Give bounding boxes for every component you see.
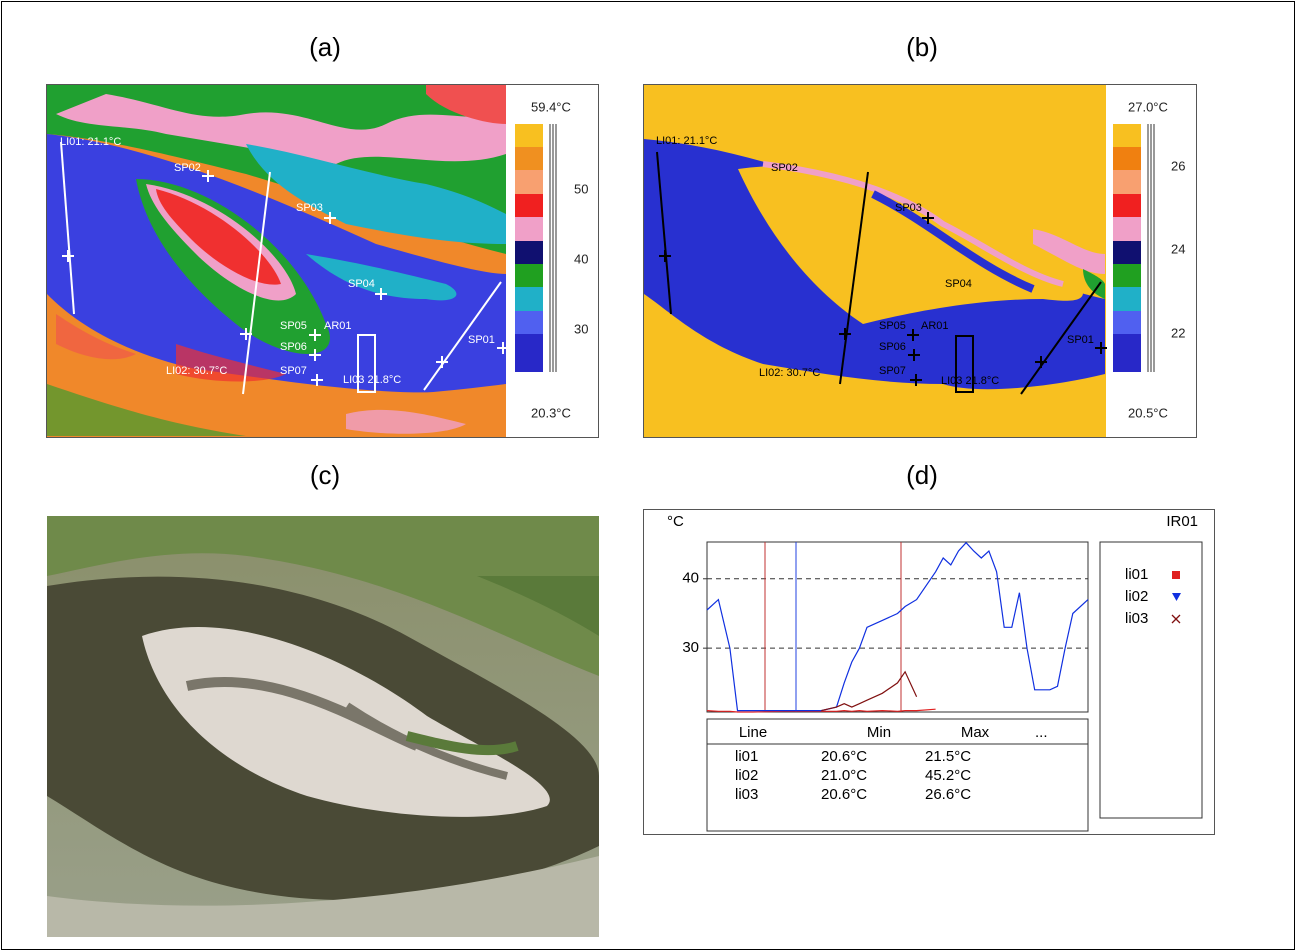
spot-label: SP07 [280,365,307,377]
colorbar-max: 59.4°C [531,99,571,114]
spot-label: SP06 [280,341,307,353]
colorbar-min: 20.5°C [1128,405,1168,420]
panel-label: (a) [275,32,375,63]
legend-label: li03 [1125,610,1148,627]
y-tick-label: 30 [682,639,699,656]
table-cell: li02 [735,767,758,784]
table-cell: li03 [735,786,758,803]
spot-label: SP02 [174,162,201,174]
table-cell: 26.6°C [925,786,971,803]
spot-label: SP01 [1067,334,1094,346]
chart-title: IR01 [1166,513,1198,530]
line-label: LI03 21.8°C [343,374,401,386]
table-cell: 21.5°C [925,748,971,765]
legend-label: li02 [1125,588,1148,605]
legend-label: li01 [1125,566,1148,583]
colorbar-tick: 30 [574,321,588,336]
thermal-panel-b: LI01: 21.1°C SP02 SP03 SP04 SP05 AR01 SP… [643,84,1197,438]
colorbar-tick: 24 [1171,241,1185,256]
colorbar-tick: 50 [574,181,588,196]
area-label: AR01 [324,320,352,332]
table-header: Max [961,724,990,741]
table-cell: 21.0°C [821,767,867,784]
colorbar [1113,124,1154,372]
table-cell: li01 [735,748,758,765]
spot-label: SP02 [771,162,798,174]
colorbar-tick: 40 [574,251,588,266]
spot-label: SP05 [280,320,307,332]
table-header: Min [867,724,891,741]
panel-label: (d) [872,460,972,491]
area-label: AR01 [921,320,949,332]
line-label: LI02: 30.7°C [166,365,227,377]
spot-label: SP04 [945,278,972,290]
spot-label: SP03 [895,202,922,214]
line-label: LI01: 21.1°C [60,136,121,148]
y-tick-label: 40 [682,570,699,587]
panel-label: (b) [872,32,972,63]
table-cell: 45.2°C [925,767,971,784]
colorbar-tick: 26 [1171,158,1185,173]
colorbar-min: 20.3°C [531,405,571,420]
spot-label: SP05 [879,320,906,332]
colorbar-tick: 22 [1171,325,1185,340]
panel-label: (c) [275,460,375,491]
spot-label: SP01 [468,334,495,346]
photo-panel-c [47,516,599,937]
colorbar [515,124,556,372]
table-header: Line [739,724,767,741]
table-cell: 20.6°C [821,748,867,765]
line-label: LI02: 30.7°C [759,367,820,379]
legend-symbol [1172,571,1180,579]
table-cell: 20.6°C [821,786,867,803]
profile-panel-d: °C IR01 30 40 li01 li02 li03 Line Min Max... li0… [643,509,1215,835]
thermal-panel-a: LI01: 21.1°C SP02 SP03 SP04 SP05 AR01 SP… [46,84,599,438]
spot-label: SP03 [296,202,323,214]
line-label: LI03 21.8°C [941,375,999,387]
spot-label: SP04 [348,278,375,290]
y-axis-unit: °C [667,513,684,530]
spot-label: SP06 [879,341,906,353]
spot-label: SP07 [879,365,906,377]
line-label: LI01: 21.1°C [656,135,717,147]
colorbar-max: 27.0°C [1128,99,1168,114]
table-header: ... [1035,724,1048,741]
